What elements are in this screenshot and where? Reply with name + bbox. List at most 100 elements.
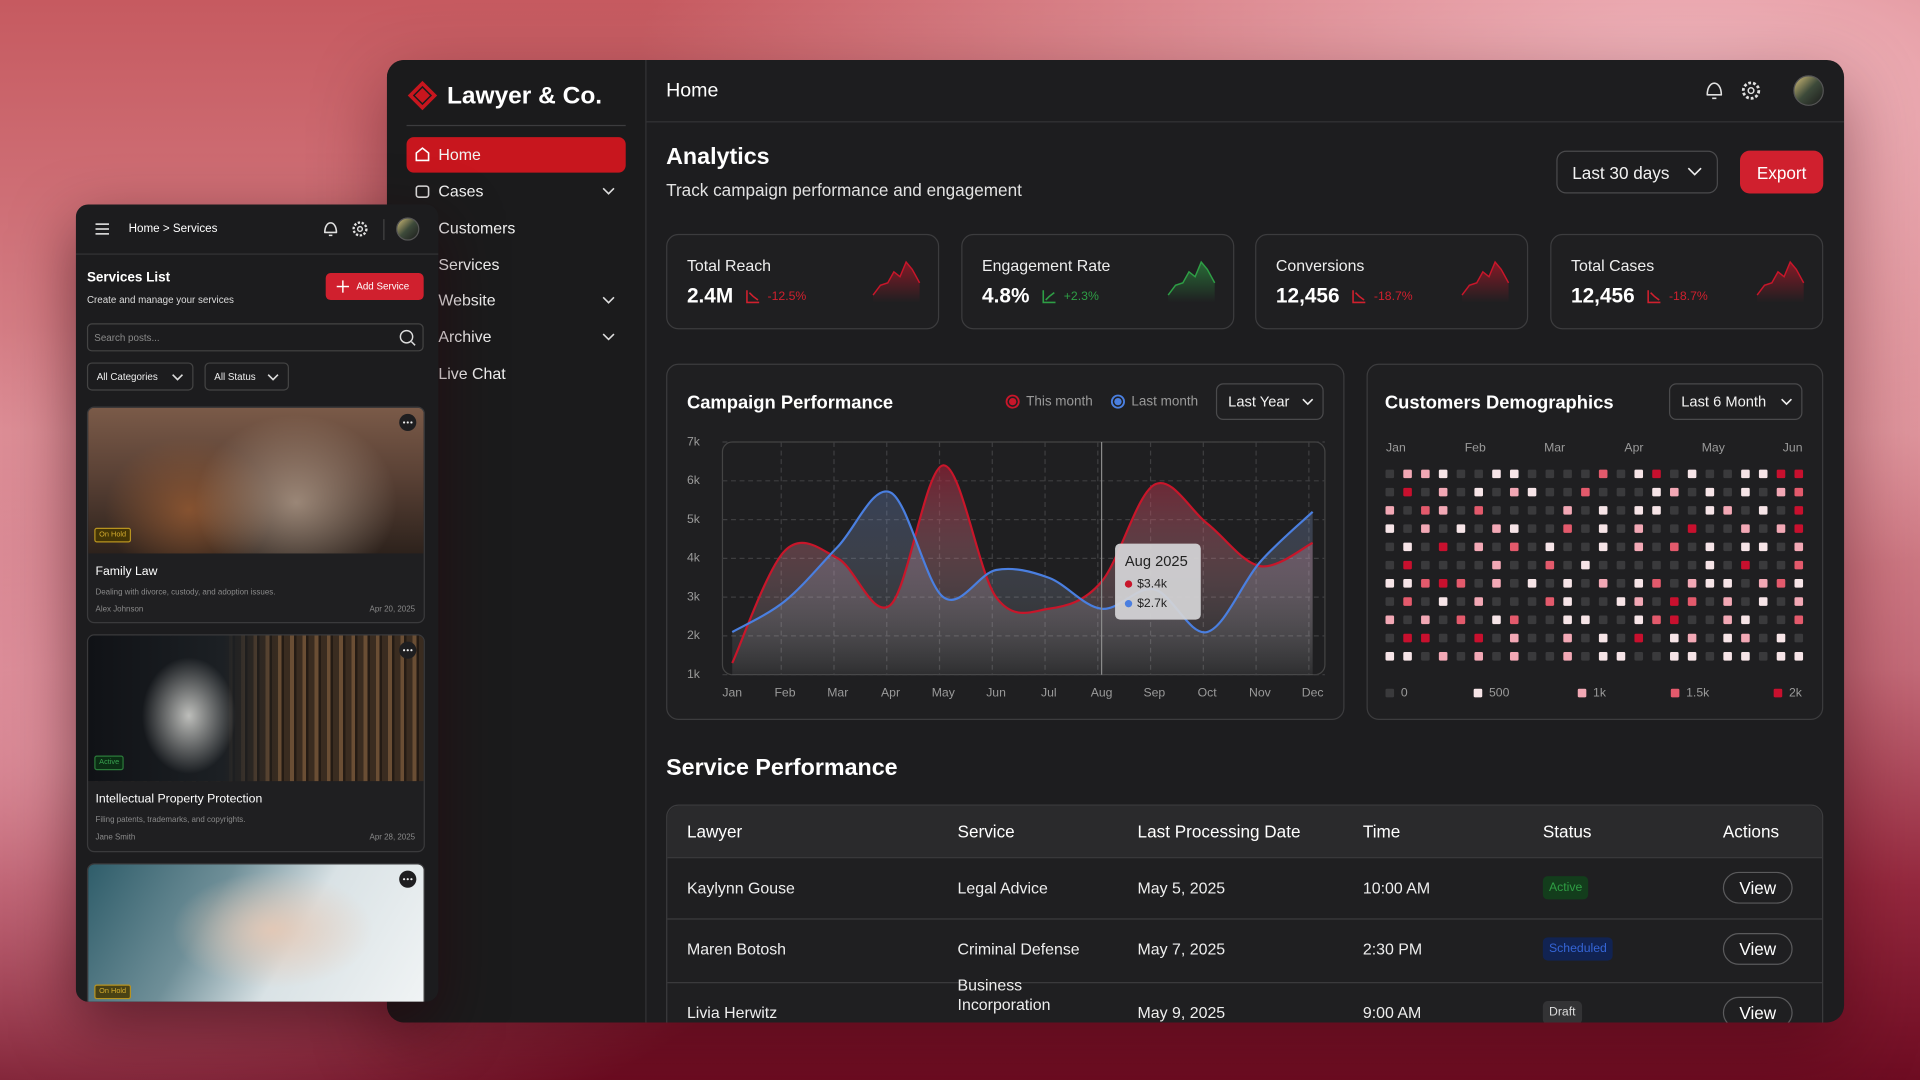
- kpi-value: 12,456: [1275, 284, 1340, 308]
- analytics-subtitle: Track campaign performance and engagemen…: [666, 180, 1022, 200]
- view-button[interactable]: [1722, 933, 1793, 965]
- table-cell: May 9, 2025: [1137, 1003, 1226, 1022]
- card-title[interactable]: Family Law: [95, 565, 158, 579]
- chart-range-label: Last Year: [1228, 393, 1290, 411]
- kpi-label: Engagement Rate: [982, 256, 1111, 275]
- card-title[interactable]: Intellectual Property Protection: [95, 792, 263, 807]
- kpi-value-row: 4.8% +2.3%: [982, 284, 1099, 308]
- nav-active-bg[interactable]: [406, 137, 626, 173]
- row-divider: [667, 918, 1823, 920]
- card-date: Apr 20, 2025: [369, 605, 416, 615]
- kpi-change: -18.7%: [1373, 289, 1413, 304]
- nav-item[interactable]: Website: [438, 290, 496, 310]
- card-image: [88, 864, 424, 1002]
- gear-icon: [352, 221, 368, 237]
- status-badge: Draft: [1542, 1001, 1582, 1023]
- kpi-label: Total Cases: [1571, 256, 1655, 275]
- nav-item[interactable]: Archive: [438, 327, 492, 346]
- table-cell: 9:00 AM: [1362, 1003, 1422, 1022]
- heatmap-range-dropdown[interactable]: [1668, 383, 1803, 420]
- heatmap-range-label: Last 6 Month: [1681, 393, 1767, 411]
- table-header: Actions: [1722, 821, 1780, 842]
- table-cell: May 5, 2025: [1137, 878, 1226, 897]
- table-cell: Maren Botosh: [686, 939, 787, 959]
- search-box[interactable]: [86, 323, 424, 352]
- view-label[interactable]: View: [1739, 1002, 1777, 1023]
- trend-icon: [1352, 290, 1366, 304]
- trend-icon: [1647, 290, 1661, 304]
- services-subtitle: Create and manage your services: [86, 294, 234, 306]
- trend-icon-stroke: [1354, 292, 1365, 301]
- trend-icon-stroke: [1044, 292, 1055, 301]
- bell-icon: [324, 222, 338, 237]
- trend-icon-stroke: [1650, 292, 1660, 301]
- card-author: Jane Smith: [95, 833, 136, 842]
- mobile-header-separator: [383, 219, 385, 240]
- sidebar-divider: [406, 124, 626, 127]
- legend-label: This month: [1026, 394, 1093, 409]
- kpi-value-row: 2.4M -12.5%: [687, 284, 806, 308]
- export-label[interactable]: Export: [1756, 162, 1807, 183]
- table-header-bg: [667, 805, 1823, 859]
- nav-item[interactable]: Services: [438, 255, 500, 274]
- filter-dropdown[interactable]: [204, 362, 289, 391]
- gear-icon-core: [1747, 87, 1755, 95]
- view-button[interactable]: [1722, 996, 1793, 1023]
- table-cell: May 7, 2025: [1137, 939, 1226, 959]
- card-badge: On Hold: [94, 527, 132, 543]
- gear-icon: [1741, 81, 1761, 100]
- search-placeholder: Search posts...: [94, 332, 160, 344]
- range-dropdown[interactable]: [1556, 150, 1718, 194]
- table-header: Lawyer: [686, 821, 743, 842]
- table-cell: Criminal Defense: [957, 939, 1080, 959]
- card-description: Dealing with divorce, custody, and adopt…: [95, 588, 276, 597]
- heatmap-title: Customers Demographics: [1384, 392, 1614, 414]
- trend-icon-stroke: [1647, 290, 1661, 304]
- export-button[interactable]: [1740, 150, 1824, 194]
- nav-item[interactable]: Cases: [438, 181, 484, 201]
- add-service-label[interactable]: Add Service: [356, 281, 410, 293]
- range-dropdown-label: Last 30 days: [1572, 162, 1670, 183]
- mobile-panel: Home > Services Services List Create and m…: [75, 204, 439, 1002]
- table-cell: 10:00 AM: [1362, 878, 1431, 897]
- table-cell: Business Incorporation: [957, 975, 1051, 1014]
- card-author: Alex Johnson: [95, 605, 144, 615]
- filter-dropdown[interactable]: [86, 362, 194, 391]
- view-button[interactable]: [1722, 871, 1793, 904]
- view-label[interactable]: View: [1739, 939, 1777, 959]
- legend-label: Last month: [1131, 394, 1199, 409]
- table-cell: Livia Herwitz: [686, 1003, 778, 1022]
- kpi-value: 4.8%: [982, 284, 1030, 308]
- card-date: Apr 28, 2025: [369, 833, 416, 842]
- view-label[interactable]: View: [1739, 877, 1777, 898]
- status-badge: Scheduled: [1542, 937, 1613, 961]
- kpi-card: [961, 233, 1235, 330]
- filter-label: All Status: [214, 371, 256, 383]
- chart-title: Campaign Performance: [686, 392, 894, 414]
- table-header: Status: [1542, 821, 1592, 842]
- trend-icon: [1042, 290, 1056, 304]
- card-description: Filing patents, trademarks, and copyrigh…: [95, 816, 246, 825]
- card-badge: On Hold: [94, 984, 132, 1000]
- trend-icon-stroke: [745, 290, 759, 304]
- kpi-value-row: 12,456 -18.7%: [1276, 284, 1413, 308]
- kpi-value: 12,456: [1571, 284, 1635, 308]
- trend-icon-stroke: [1042, 290, 1056, 304]
- services-title: Services List: [86, 270, 171, 286]
- header-divider: [646, 121, 1845, 123]
- kpi-card: [1550, 233, 1824, 330]
- row-divider: [667, 982, 1823, 984]
- chart-range-dropdown[interactable]: [1215, 383, 1324, 420]
- table-header: Last Processing Date: [1137, 821, 1301, 842]
- kpi-label: Total Reach: [686, 256, 772, 275]
- card-badge: Active: [94, 755, 125, 771]
- analytics-title: Analytics: [666, 144, 770, 171]
- trend-icon-stroke: [1352, 290, 1366, 304]
- nav-item[interactable]: Customers: [438, 218, 516, 237]
- kpi-card: [666, 233, 940, 330]
- nav-item[interactable]: Home: [438, 145, 481, 164]
- kpi-change: -12.5%: [767, 289, 807, 304]
- nav-item[interactable]: Live Chat: [438, 364, 506, 383]
